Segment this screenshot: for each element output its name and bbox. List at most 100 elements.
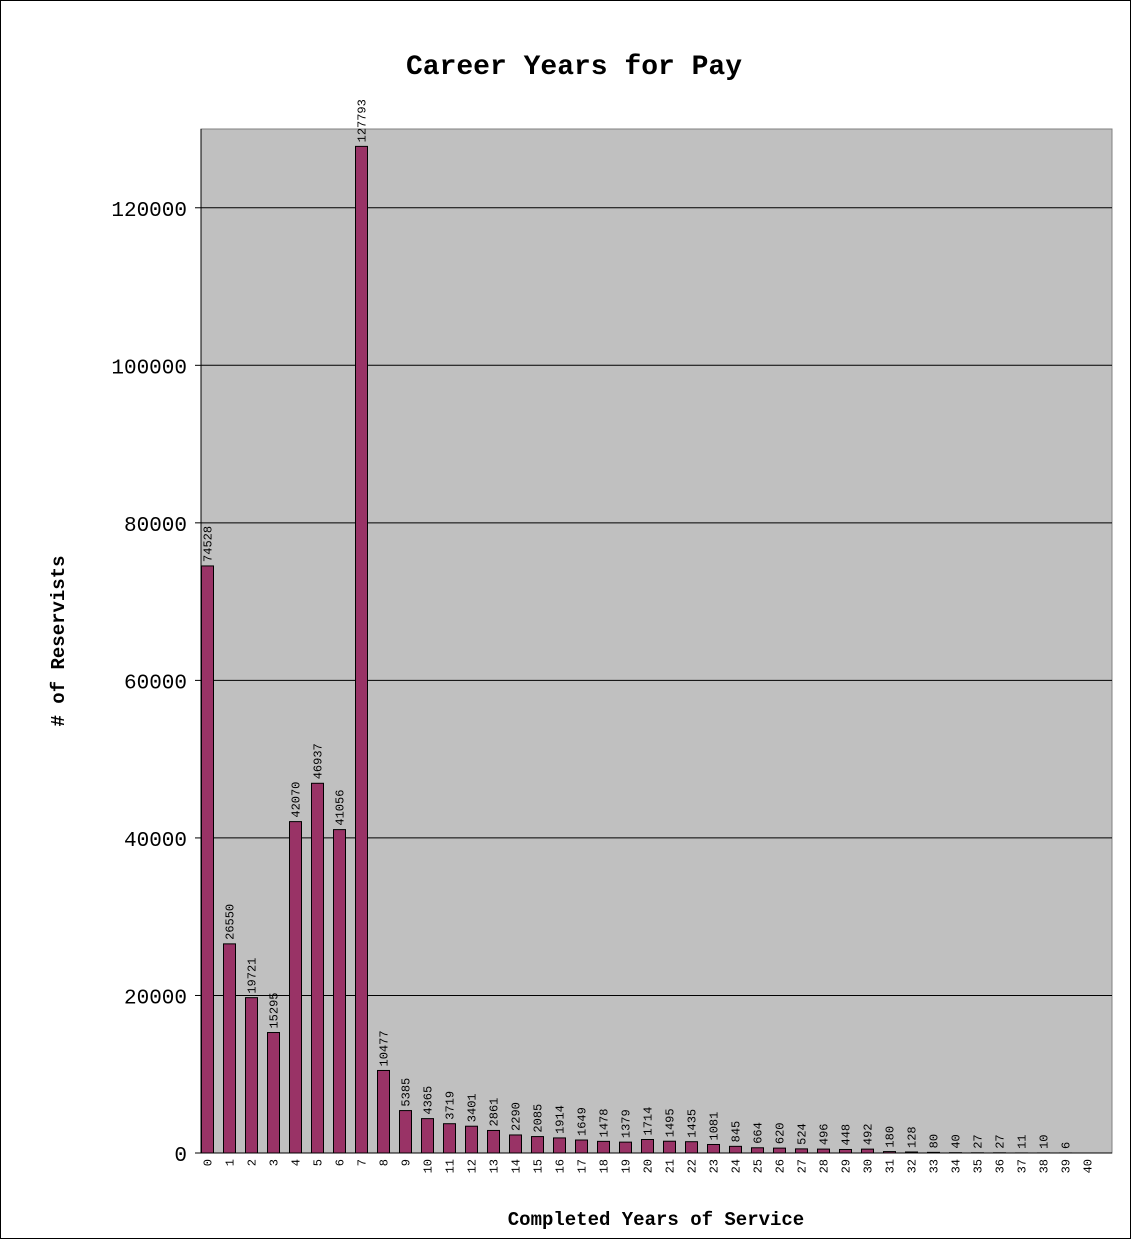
bar xyxy=(312,783,324,1153)
x-tick-label: 27 xyxy=(796,1159,810,1173)
data-label: 27 xyxy=(972,1134,986,1148)
x-tick-label: 25 xyxy=(752,1159,766,1173)
x-tick-label: 32 xyxy=(906,1159,920,1173)
x-tick-label: 15 xyxy=(532,1159,546,1173)
bar xyxy=(246,998,258,1153)
data-label: 127793 xyxy=(356,99,370,142)
bar xyxy=(752,1148,764,1153)
data-label: 74528 xyxy=(202,526,216,562)
x-tick-label: 7 xyxy=(356,1159,370,1166)
data-label: 128 xyxy=(906,1126,920,1148)
data-label: 1081 xyxy=(708,1112,722,1141)
data-label: 2861 xyxy=(488,1098,502,1127)
x-tick-label: 30 xyxy=(862,1159,876,1173)
bar xyxy=(510,1135,522,1153)
data-label: 524 xyxy=(796,1123,810,1145)
bar xyxy=(268,1033,280,1153)
x-tick-label: 23 xyxy=(708,1159,722,1173)
bar xyxy=(664,1141,676,1153)
x-tick-label: 6 xyxy=(334,1159,348,1166)
data-label: 4365 xyxy=(422,1086,436,1115)
data-label: 10477 xyxy=(378,1030,392,1066)
bar xyxy=(686,1142,698,1153)
bar xyxy=(554,1138,566,1153)
bar xyxy=(840,1149,852,1153)
data-label: 1495 xyxy=(664,1108,678,1137)
x-tick-label: 34 xyxy=(950,1159,964,1173)
x-tick-label: 35 xyxy=(972,1159,986,1173)
x-tick-label: 20 xyxy=(642,1159,656,1173)
x-axis-label: Completed Years of Service xyxy=(508,1209,804,1231)
x-tick-label: 37 xyxy=(1016,1159,1030,1173)
y-tick-label: 40000 xyxy=(124,830,187,853)
data-label: 664 xyxy=(752,1122,766,1144)
x-tick-label: 11 xyxy=(444,1159,458,1173)
bar xyxy=(422,1119,434,1153)
bar xyxy=(378,1070,390,1153)
bar xyxy=(290,822,302,1153)
x-tick-label: 5 xyxy=(312,1159,326,1166)
x-tick-label: 16 xyxy=(554,1159,568,1173)
chart-title: Career Years for Pay xyxy=(406,52,742,83)
bar xyxy=(488,1130,500,1153)
bar xyxy=(774,1148,786,1153)
x-tick-label: 14 xyxy=(510,1159,524,1173)
data-label: 1649 xyxy=(576,1107,590,1136)
data-label: 448 xyxy=(840,1124,854,1146)
x-tick-label: 12 xyxy=(466,1159,480,1173)
x-tick-label: 39 xyxy=(1060,1159,1074,1173)
x-tick-label: 10 xyxy=(422,1159,436,1173)
y-tick-label: 20000 xyxy=(124,987,187,1010)
data-label: 40 xyxy=(950,1134,964,1148)
y-tick-label: 0 xyxy=(174,1145,187,1168)
bar xyxy=(818,1149,830,1153)
bar xyxy=(202,566,214,1153)
data-label: 46937 xyxy=(312,743,326,779)
x-tick-label: 24 xyxy=(730,1159,744,1173)
y-axis-label: # of Reservists xyxy=(48,555,70,726)
bar xyxy=(334,830,346,1153)
data-label: 2290 xyxy=(510,1102,524,1131)
x-tick-label: 40 xyxy=(1082,1159,1096,1173)
bar xyxy=(642,1139,654,1153)
data-label: 3401 xyxy=(466,1093,480,1122)
bar xyxy=(356,146,368,1153)
data-label: 2085 xyxy=(532,1104,546,1133)
x-tick-label: 9 xyxy=(400,1159,414,1166)
bar xyxy=(730,1146,742,1153)
bar xyxy=(400,1111,412,1153)
x-tick-label: 17 xyxy=(576,1159,590,1173)
x-tick-label: 2 xyxy=(246,1159,260,1166)
x-tick-label: 3 xyxy=(268,1159,282,1166)
x-tick-label: 33 xyxy=(928,1159,942,1173)
bar xyxy=(862,1149,874,1153)
data-label: 6 xyxy=(1060,1142,1074,1149)
data-label: 41056 xyxy=(334,790,348,826)
data-label: 180 xyxy=(884,1126,898,1148)
bar xyxy=(598,1141,610,1153)
y-tick-label: 100000 xyxy=(111,357,187,380)
bar xyxy=(708,1144,720,1153)
bar xyxy=(466,1126,478,1153)
x-tick-label: 19 xyxy=(620,1159,634,1173)
x-tick-label: 1 xyxy=(224,1159,238,1166)
data-label: 10 xyxy=(1038,1135,1052,1149)
data-label: 26550 xyxy=(224,904,238,940)
x-tick-label: 18 xyxy=(598,1159,612,1173)
bar xyxy=(224,944,236,1153)
x-tick-label: 36 xyxy=(994,1159,1008,1173)
y-tick-label: 60000 xyxy=(124,672,187,695)
x-tick-label: 31 xyxy=(884,1159,898,1173)
data-label: 80 xyxy=(928,1134,942,1148)
data-label: 492 xyxy=(862,1124,876,1146)
bar xyxy=(620,1142,632,1153)
x-tick-label: 29 xyxy=(840,1159,854,1173)
data-label: 3719 xyxy=(444,1091,458,1120)
data-label: 1379 xyxy=(620,1109,634,1138)
data-label: 15295 xyxy=(268,993,282,1029)
data-label: 1714 xyxy=(642,1107,656,1136)
bar xyxy=(444,1124,456,1153)
